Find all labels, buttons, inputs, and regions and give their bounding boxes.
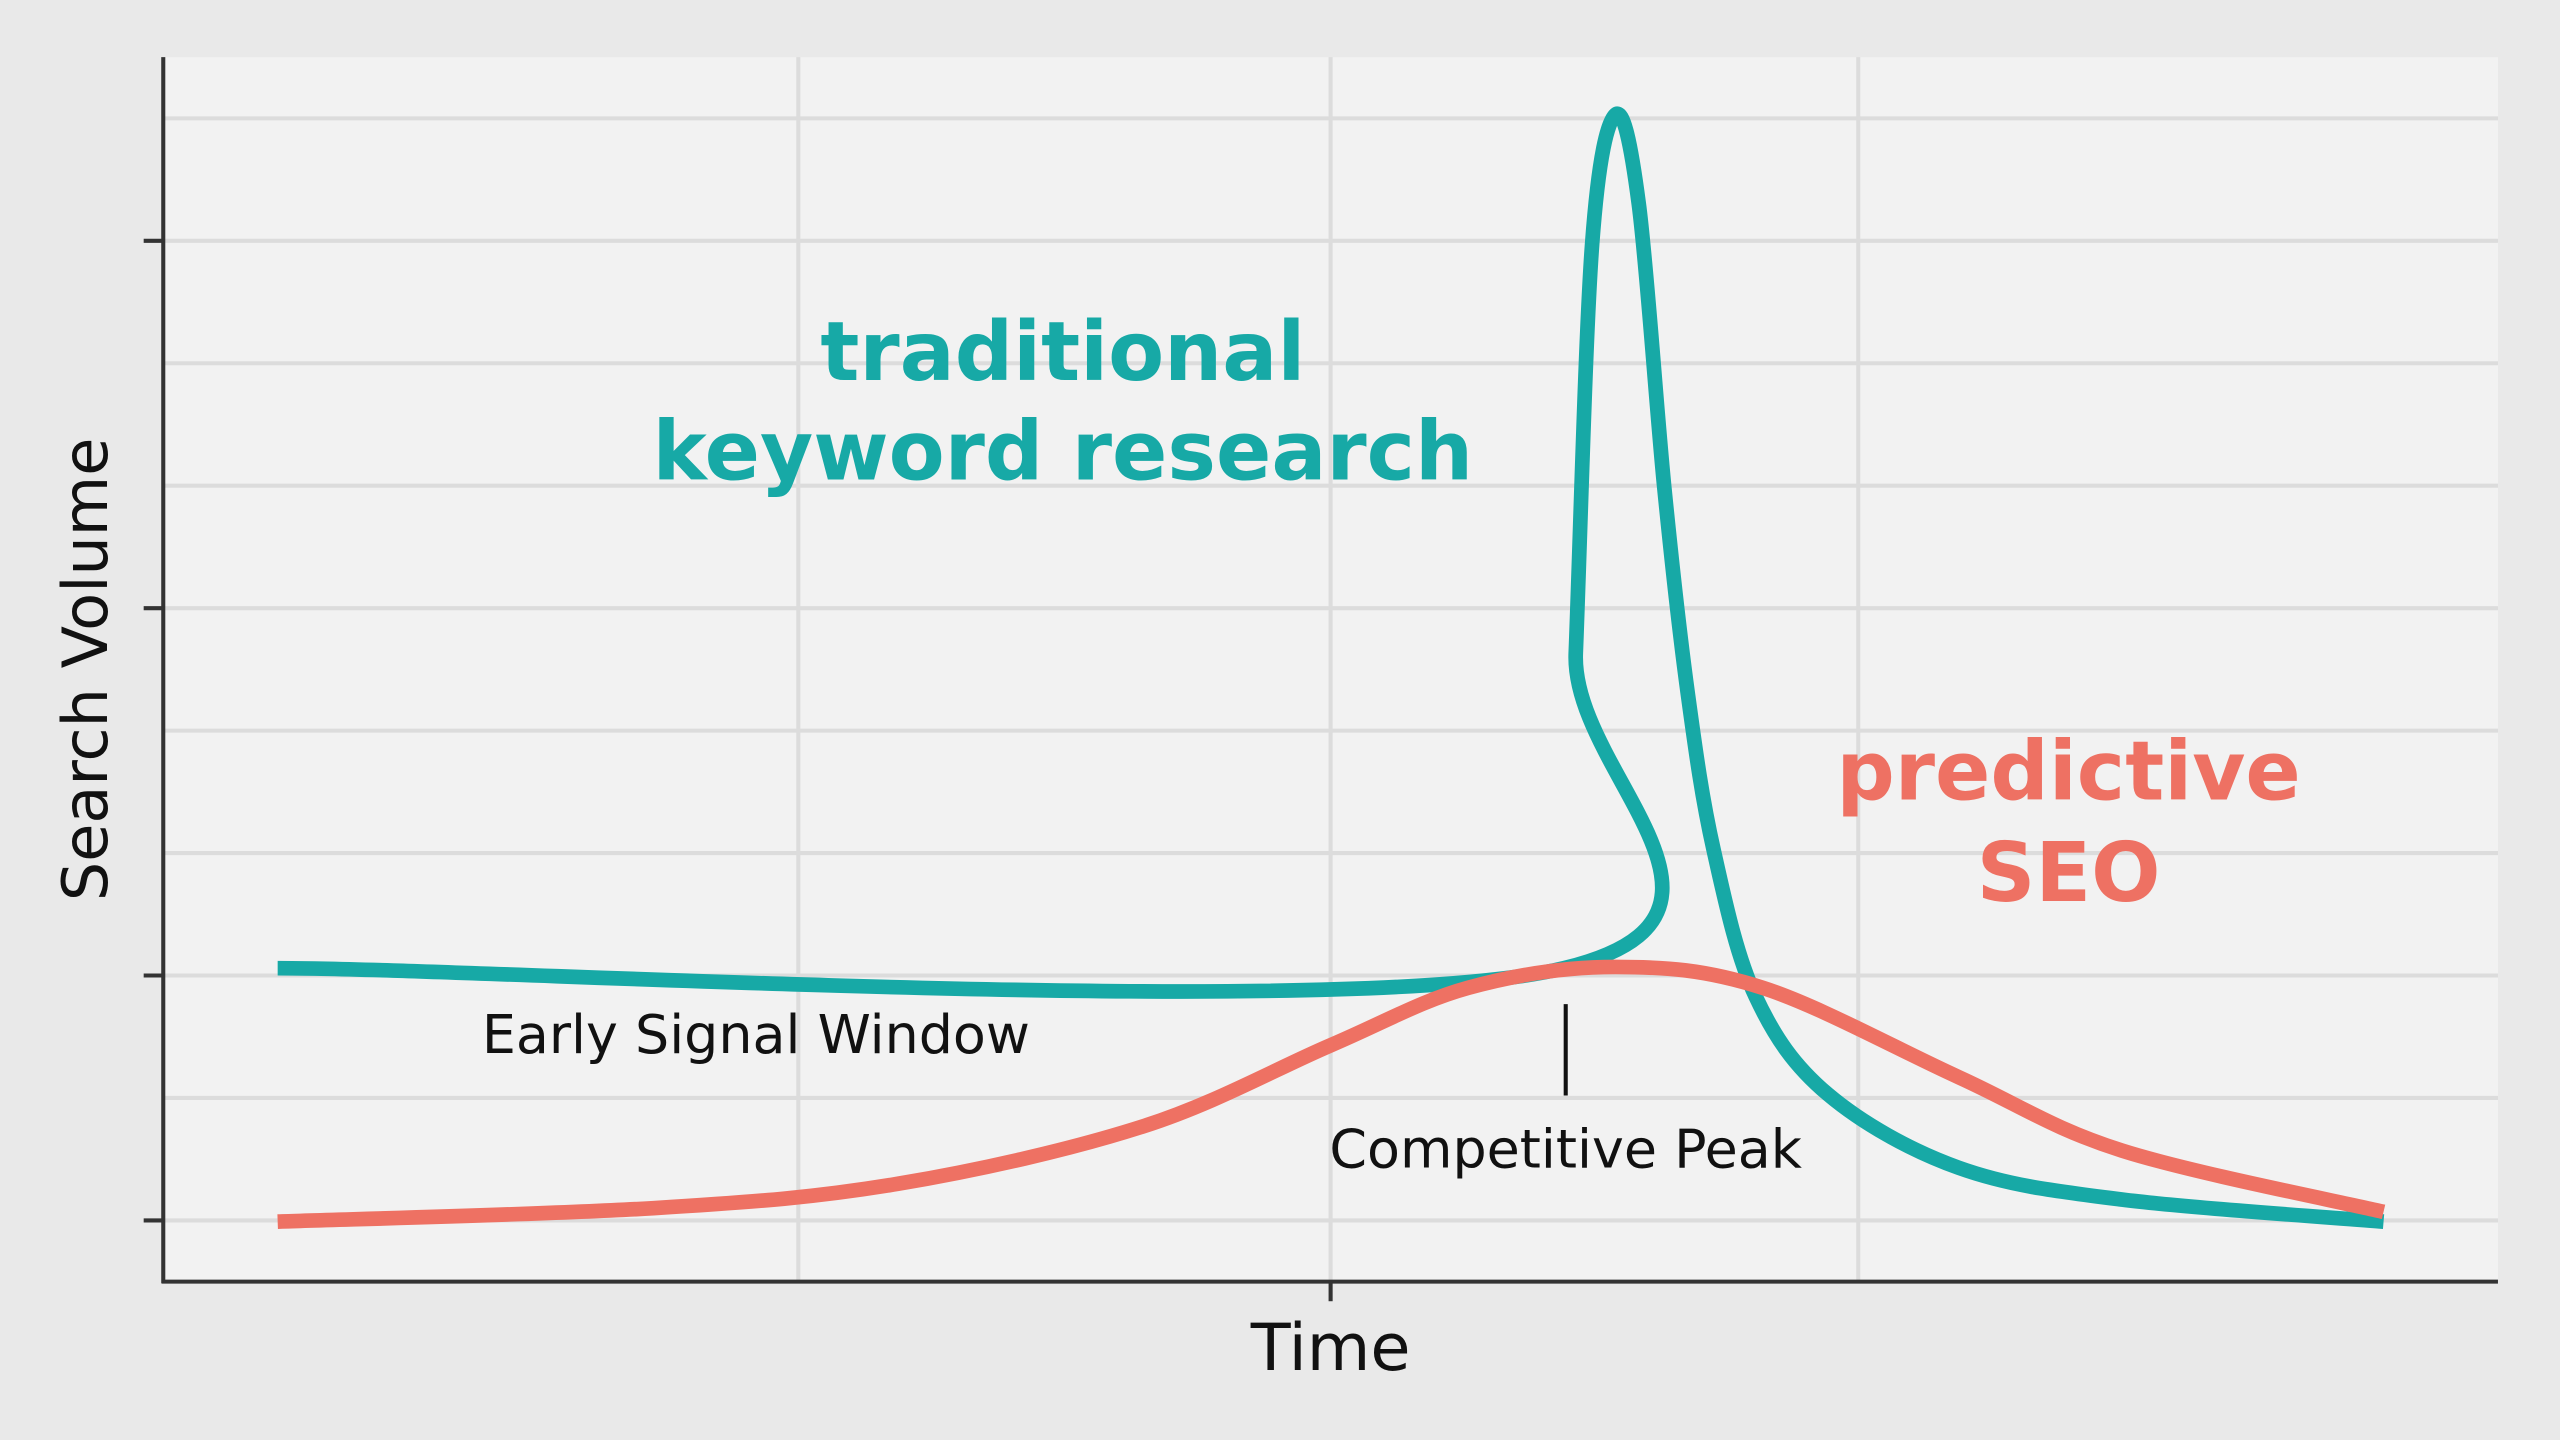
annotation: Competitive Peak (1329, 1117, 1802, 1180)
annotation: traditional (820, 305, 1305, 400)
annotation: SEO (1977, 826, 2161, 921)
x-axis-label: Time (1250, 1310, 1411, 1386)
annotation: predictive (1836, 725, 2300, 820)
series-line (277, 106, 2385, 1229)
y-axis-label: Search Volume (49, 438, 122, 902)
annotation: keyword research (653, 405, 1474, 500)
grid (163, 57, 2498, 1282)
lines (277, 106, 2386, 1229)
annotation: Early Signal Window (482, 1003, 1030, 1066)
series-line (277, 959, 2386, 1229)
